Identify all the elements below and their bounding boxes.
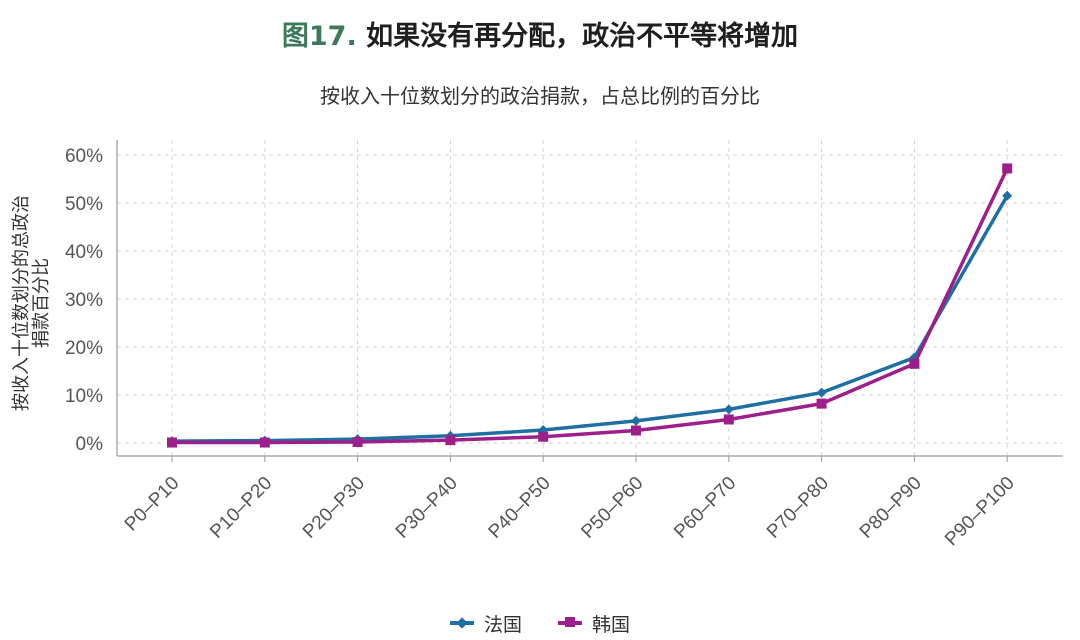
y-axis-label: 按收入十位数划分的总政治 捐款百分比 xyxy=(11,195,52,411)
legend-label: 韩国 xyxy=(592,613,631,636)
data-point xyxy=(631,415,641,426)
x-tick-label: P30–P40 xyxy=(392,473,462,543)
series-lines xyxy=(167,163,1013,448)
legend: 法国 韩国 xyxy=(0,608,1080,637)
series-1 xyxy=(167,190,1013,447)
x-tick-label: P0–P10 xyxy=(121,473,184,536)
chart-title: 图17. 如果没有再分配，政治不平等将增加 xyxy=(0,14,1080,53)
legend-label: 法国 xyxy=(483,613,522,636)
data-point xyxy=(631,425,641,436)
x-tick-label: P20–P30 xyxy=(299,473,369,543)
x-tick-label: P70–P80 xyxy=(763,473,833,543)
grid-lines xyxy=(117,140,1063,456)
x-tick-label: P10–P20 xyxy=(206,473,276,543)
legend-swatch xyxy=(558,617,582,627)
y-tick-label: 30% xyxy=(65,290,103,311)
figure-label: 图17. xyxy=(281,21,357,52)
x-tick-label: P40–P50 xyxy=(485,473,555,543)
title-text: 如果没有再分配，政治不平等将增加 xyxy=(366,21,799,52)
data-point xyxy=(723,404,734,415)
x-tick-label: P50–P60 xyxy=(577,473,647,543)
x-tick-label: P60–P70 xyxy=(670,473,740,543)
data-point xyxy=(352,437,363,448)
data-point xyxy=(909,358,920,369)
data-point xyxy=(816,398,827,409)
legend-item: 韩国 xyxy=(558,610,630,637)
data-point xyxy=(445,435,456,446)
y-axis-label-line1: 按收入十位数划分的总政治 xyxy=(11,195,32,411)
x-tick-label: P90–P100 xyxy=(941,473,1019,551)
data-point xyxy=(538,431,549,442)
axes xyxy=(116,140,1063,462)
y-tick-label: 0% xyxy=(76,434,104,455)
series-line xyxy=(172,167,1009,445)
data-point xyxy=(1002,163,1013,174)
x-tick-labels: P0–P10 P10–P20 P20–P30 P30–P40 P40–P50 P50–P6… xyxy=(121,473,1019,551)
y-tick-label: 10% xyxy=(65,386,103,407)
y-tick-labels: 0% 10% 20% 30% 40% 50% 60% xyxy=(65,146,103,455)
line-chart: 0% 10% 20% 30% 40% 50% 60% P0–P10 P10–P20 P20–P3… xyxy=(11,140,1063,551)
data-point xyxy=(723,414,734,425)
data-point xyxy=(167,437,177,448)
y-tick-label: 40% xyxy=(65,242,103,263)
legend-swatch xyxy=(449,617,474,629)
x-tick-label: P80–P90 xyxy=(856,473,926,543)
y-axis-label-line2: 捐款百分比 xyxy=(31,258,52,348)
y-tick-label: 20% xyxy=(65,338,103,359)
series-line xyxy=(171,194,1009,443)
y-tick-label: 60% xyxy=(65,146,103,167)
data-point xyxy=(1002,190,1013,201)
legend-item: 法国 xyxy=(449,610,522,637)
data-point xyxy=(816,387,827,398)
y-tick-label: 50% xyxy=(65,194,103,215)
chart-subtitle: 按收入十位数划分的政治捐款，占总比例的百分比 xyxy=(320,84,760,108)
data-point xyxy=(259,437,270,448)
series-2 xyxy=(167,163,1013,448)
